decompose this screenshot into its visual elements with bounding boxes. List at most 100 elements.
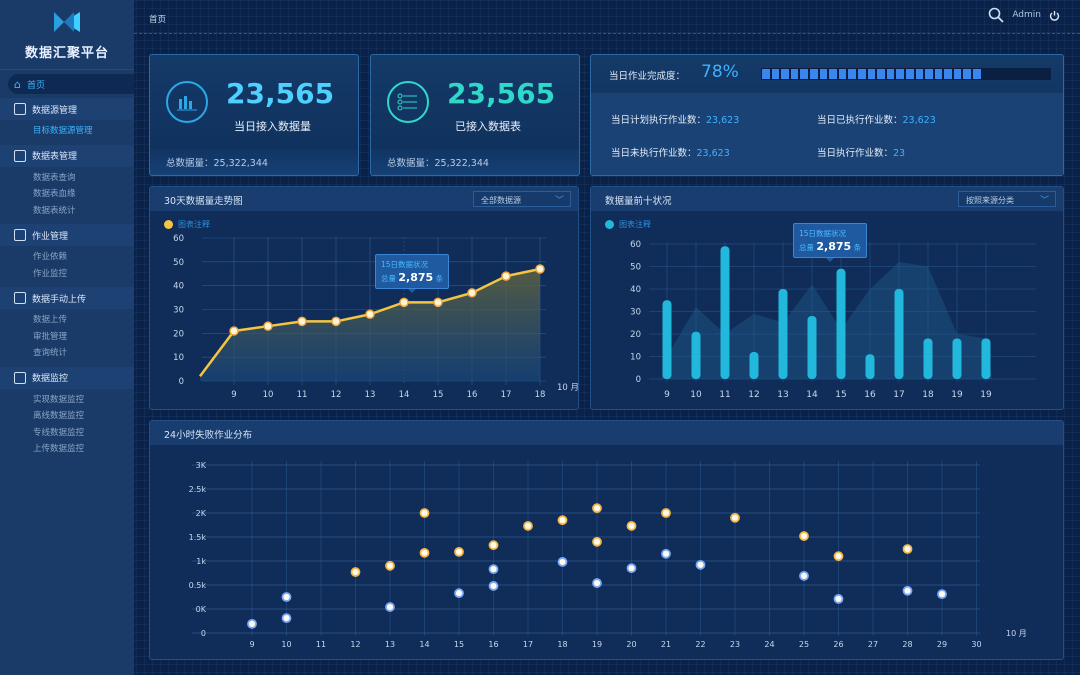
x-tick-label: 11 bbox=[297, 390, 308, 400]
bar bbox=[981, 338, 991, 379]
running-jobs: 当日执行作业数：23 bbox=[817, 148, 906, 159]
scatter-point bbox=[730, 512, 740, 523]
x-tick-label: 16 bbox=[864, 390, 876, 400]
sidebar-item-home[interactable]: ⌂ 首页 bbox=[8, 74, 134, 94]
bar bbox=[894, 289, 904, 379]
progress-segment bbox=[953, 69, 962, 79]
sidebar-subitem[interactable]: 离线数据监控 bbox=[33, 411, 85, 421]
bar bbox=[807, 316, 817, 379]
monitor-icon bbox=[14, 371, 26, 384]
chart-tooltip: 15日数据状况 总量 2,875 条 bbox=[375, 254, 450, 293]
progress-segment bbox=[829, 69, 837, 79]
sidebar-subitem[interactable]: 专线数据监控 bbox=[33, 427, 85, 438]
sidebar-item[interactable]: 作业管理 bbox=[0, 224, 134, 246]
scatter-point bbox=[488, 581, 499, 591]
sidebar-item[interactable]: 数据监控 bbox=[0, 366, 134, 389]
category-dropdown[interactable]: 按照来源分类 ﹀ bbox=[958, 191, 1056, 207]
y-tick-label: 0K bbox=[196, 605, 207, 614]
database-icon bbox=[14, 103, 26, 115]
x-tick-label: 21 bbox=[661, 640, 671, 649]
bar bbox=[836, 268, 846, 379]
progress-segment bbox=[819, 69, 828, 79]
chevron-down-icon: ﹀ bbox=[554, 196, 564, 206]
scatter-point bbox=[385, 560, 395, 571]
sidebar-subitem[interactable]: 目标数据源管理 bbox=[33, 126, 93, 136]
x-tick-label: 10 bbox=[690, 390, 702, 400]
stat-value: 23,565 bbox=[447, 77, 556, 110]
progress-segment bbox=[905, 69, 914, 79]
y-tick-label: 2.5k bbox=[189, 485, 207, 494]
y-tick-label: 20 bbox=[173, 329, 184, 339]
sidebar: 数据汇聚平台 ⌂ 首页 数据源管理 目标数据源管理 数据表管理 数据表查询 数据表血缘 数据… bbox=[0, 0, 134, 675]
sidebar-subitem[interactable]: 作业依赖 bbox=[33, 252, 68, 262]
sidebar-item[interactable]: 数据表管理 bbox=[0, 144, 134, 167]
sidebar-subitem[interactable]: 数据表血缘 bbox=[33, 189, 76, 199]
x-tick-label: 17 bbox=[523, 640, 533, 649]
data-point bbox=[433, 297, 443, 308]
panel-title: 30天数据量走势图 bbox=[164, 196, 243, 207]
sidebar-subitem[interactable]: 数据表统计 bbox=[33, 205, 76, 216]
sidebar-subitem[interactable]: 实现数据监控 bbox=[33, 394, 85, 405]
x-tick-label: 10 bbox=[281, 640, 291, 649]
stat-footer: 总数据量：25,322,344 bbox=[371, 149, 579, 175]
completion-label: 当日作业完成度： bbox=[609, 71, 686, 82]
data-point bbox=[331, 316, 341, 327]
scatter-point bbox=[488, 564, 499, 575]
y-tick-label: 0 bbox=[201, 629, 206, 638]
sidebar-item-label: 数据监控 bbox=[32, 374, 69, 384]
scatter-point bbox=[454, 546, 464, 557]
source-dropdown[interactable]: 全部数据源 ﹀ bbox=[473, 191, 571, 207]
user-name[interactable]: Admin bbox=[1012, 10, 1041, 20]
sidebar-subitem[interactable]: 审批管理 bbox=[33, 331, 68, 342]
sidebar-subitem[interactable]: 查询统计 bbox=[33, 348, 68, 358]
x-tick-label: 18 bbox=[557, 640, 567, 649]
search-icon[interactable] bbox=[988, 7, 1004, 23]
y-tick-label: 50 bbox=[630, 263, 641, 273]
breadcrumb[interactable]: 首页 bbox=[149, 15, 167, 25]
bar bbox=[923, 338, 933, 379]
x-tick-label: 10 bbox=[263, 390, 274, 400]
data-point bbox=[229, 326, 239, 336]
job-summary-card: 当日作业完成度： 78% 当日计划执行作业数：23,623 当日已执行作业数：2… bbox=[590, 54, 1064, 176]
chevron-down-icon: ﹀ bbox=[1039, 196, 1049, 206]
sidebar-subitem[interactable]: 作业监控 bbox=[33, 268, 68, 279]
scatter-point bbox=[661, 548, 671, 559]
sidebar-group: 数据表管理数据表查询数据表血缘数据表统计 bbox=[0, 144, 134, 223]
topbar: 首页 Admin bbox=[134, 0, 1080, 34]
sidebar-subitem[interactable]: 上传数据监控 bbox=[33, 444, 85, 454]
panel-title: 数据量前十状况 bbox=[605, 196, 672, 207]
y-tick-label: 1.5k bbox=[189, 533, 207, 542]
progress-segment bbox=[915, 69, 924, 79]
stat-card-tables: 23,565 已接入数据表 总数据量：25,322,344 bbox=[370, 54, 580, 176]
table-icon bbox=[14, 149, 26, 162]
x-tick-label: 28 bbox=[902, 640, 912, 649]
x-tick-label: 19 bbox=[951, 390, 963, 400]
progress-segment bbox=[848, 69, 856, 79]
sidebar-subitem[interactable]: 数据上传 bbox=[33, 315, 68, 325]
scatter-point bbox=[695, 559, 706, 570]
x-tick-label: 18 bbox=[922, 390, 934, 400]
sidebar-item[interactable]: 数据手动上传 bbox=[0, 287, 134, 309]
y-tick-label: 20 bbox=[630, 330, 641, 340]
sidebar-item-label: 数据源管理 bbox=[32, 105, 78, 116]
power-icon[interactable] bbox=[1049, 10, 1060, 21]
y-tick-label: 40 bbox=[173, 282, 184, 292]
upload-icon bbox=[14, 292, 26, 304]
sidebar-item[interactable]: 数据源管理 bbox=[0, 98, 134, 120]
data-point bbox=[501, 271, 511, 281]
x-tick-label: 12 bbox=[350, 640, 360, 649]
scatter-point bbox=[626, 563, 637, 574]
scatter-point bbox=[523, 521, 533, 531]
stat-label: 当日接入数据量 bbox=[234, 120, 311, 133]
sidebar-group: 数据源管理目标数据源管理 bbox=[0, 98, 134, 143]
bar-chart-icon bbox=[166, 81, 208, 123]
sidebar-subitem[interactable]: 数据表查询 bbox=[33, 172, 76, 183]
y-tick-label: 50 bbox=[173, 258, 184, 268]
scatter-point bbox=[419, 547, 430, 558]
bar bbox=[749, 352, 759, 379]
scatter-point bbox=[937, 589, 947, 600]
scatter-point bbox=[799, 570, 809, 581]
progress-segment bbox=[781, 69, 789, 79]
scatter-point bbox=[833, 594, 844, 604]
y-tick-label: 2K bbox=[196, 509, 207, 518]
